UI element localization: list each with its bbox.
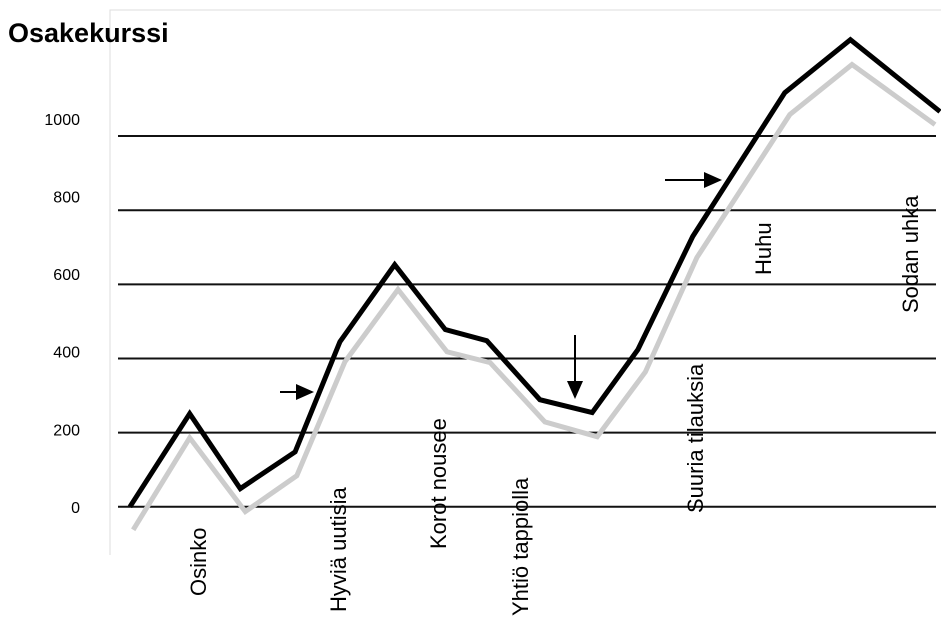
y-tick-label: 400 (53, 345, 80, 362)
annotation: Sodan uhka (898, 195, 923, 313)
annotations: Osinko Hyviä uutisia Korot nousee Yhtiö tap… (186, 195, 923, 616)
y-tick-label: 200 (53, 422, 80, 439)
y-tick-label: 800 (53, 189, 80, 206)
annotation: Suuria tilauksia (683, 363, 708, 513)
annotation: Hyviä uutisia (326, 487, 351, 612)
y-tick-label: 0 (71, 500, 80, 517)
price-line (131, 61, 937, 532)
annotation: Osinko (186, 528, 211, 596)
annotation: Huhu (751, 222, 776, 275)
lines (127, 36, 941, 532)
annotation: Yhtiö tappiolla (508, 477, 533, 616)
y-tick-label: 1000 (44, 112, 80, 129)
y-tick-label: 600 (53, 267, 80, 284)
price-line (127, 36, 941, 509)
plot-frame (109, 9, 941, 555)
chart-title: Osakekurssi (8, 18, 169, 48)
annotation: Korot nousee (426, 418, 451, 549)
grid: 0 200 400 600 800 1000 (44, 112, 936, 517)
